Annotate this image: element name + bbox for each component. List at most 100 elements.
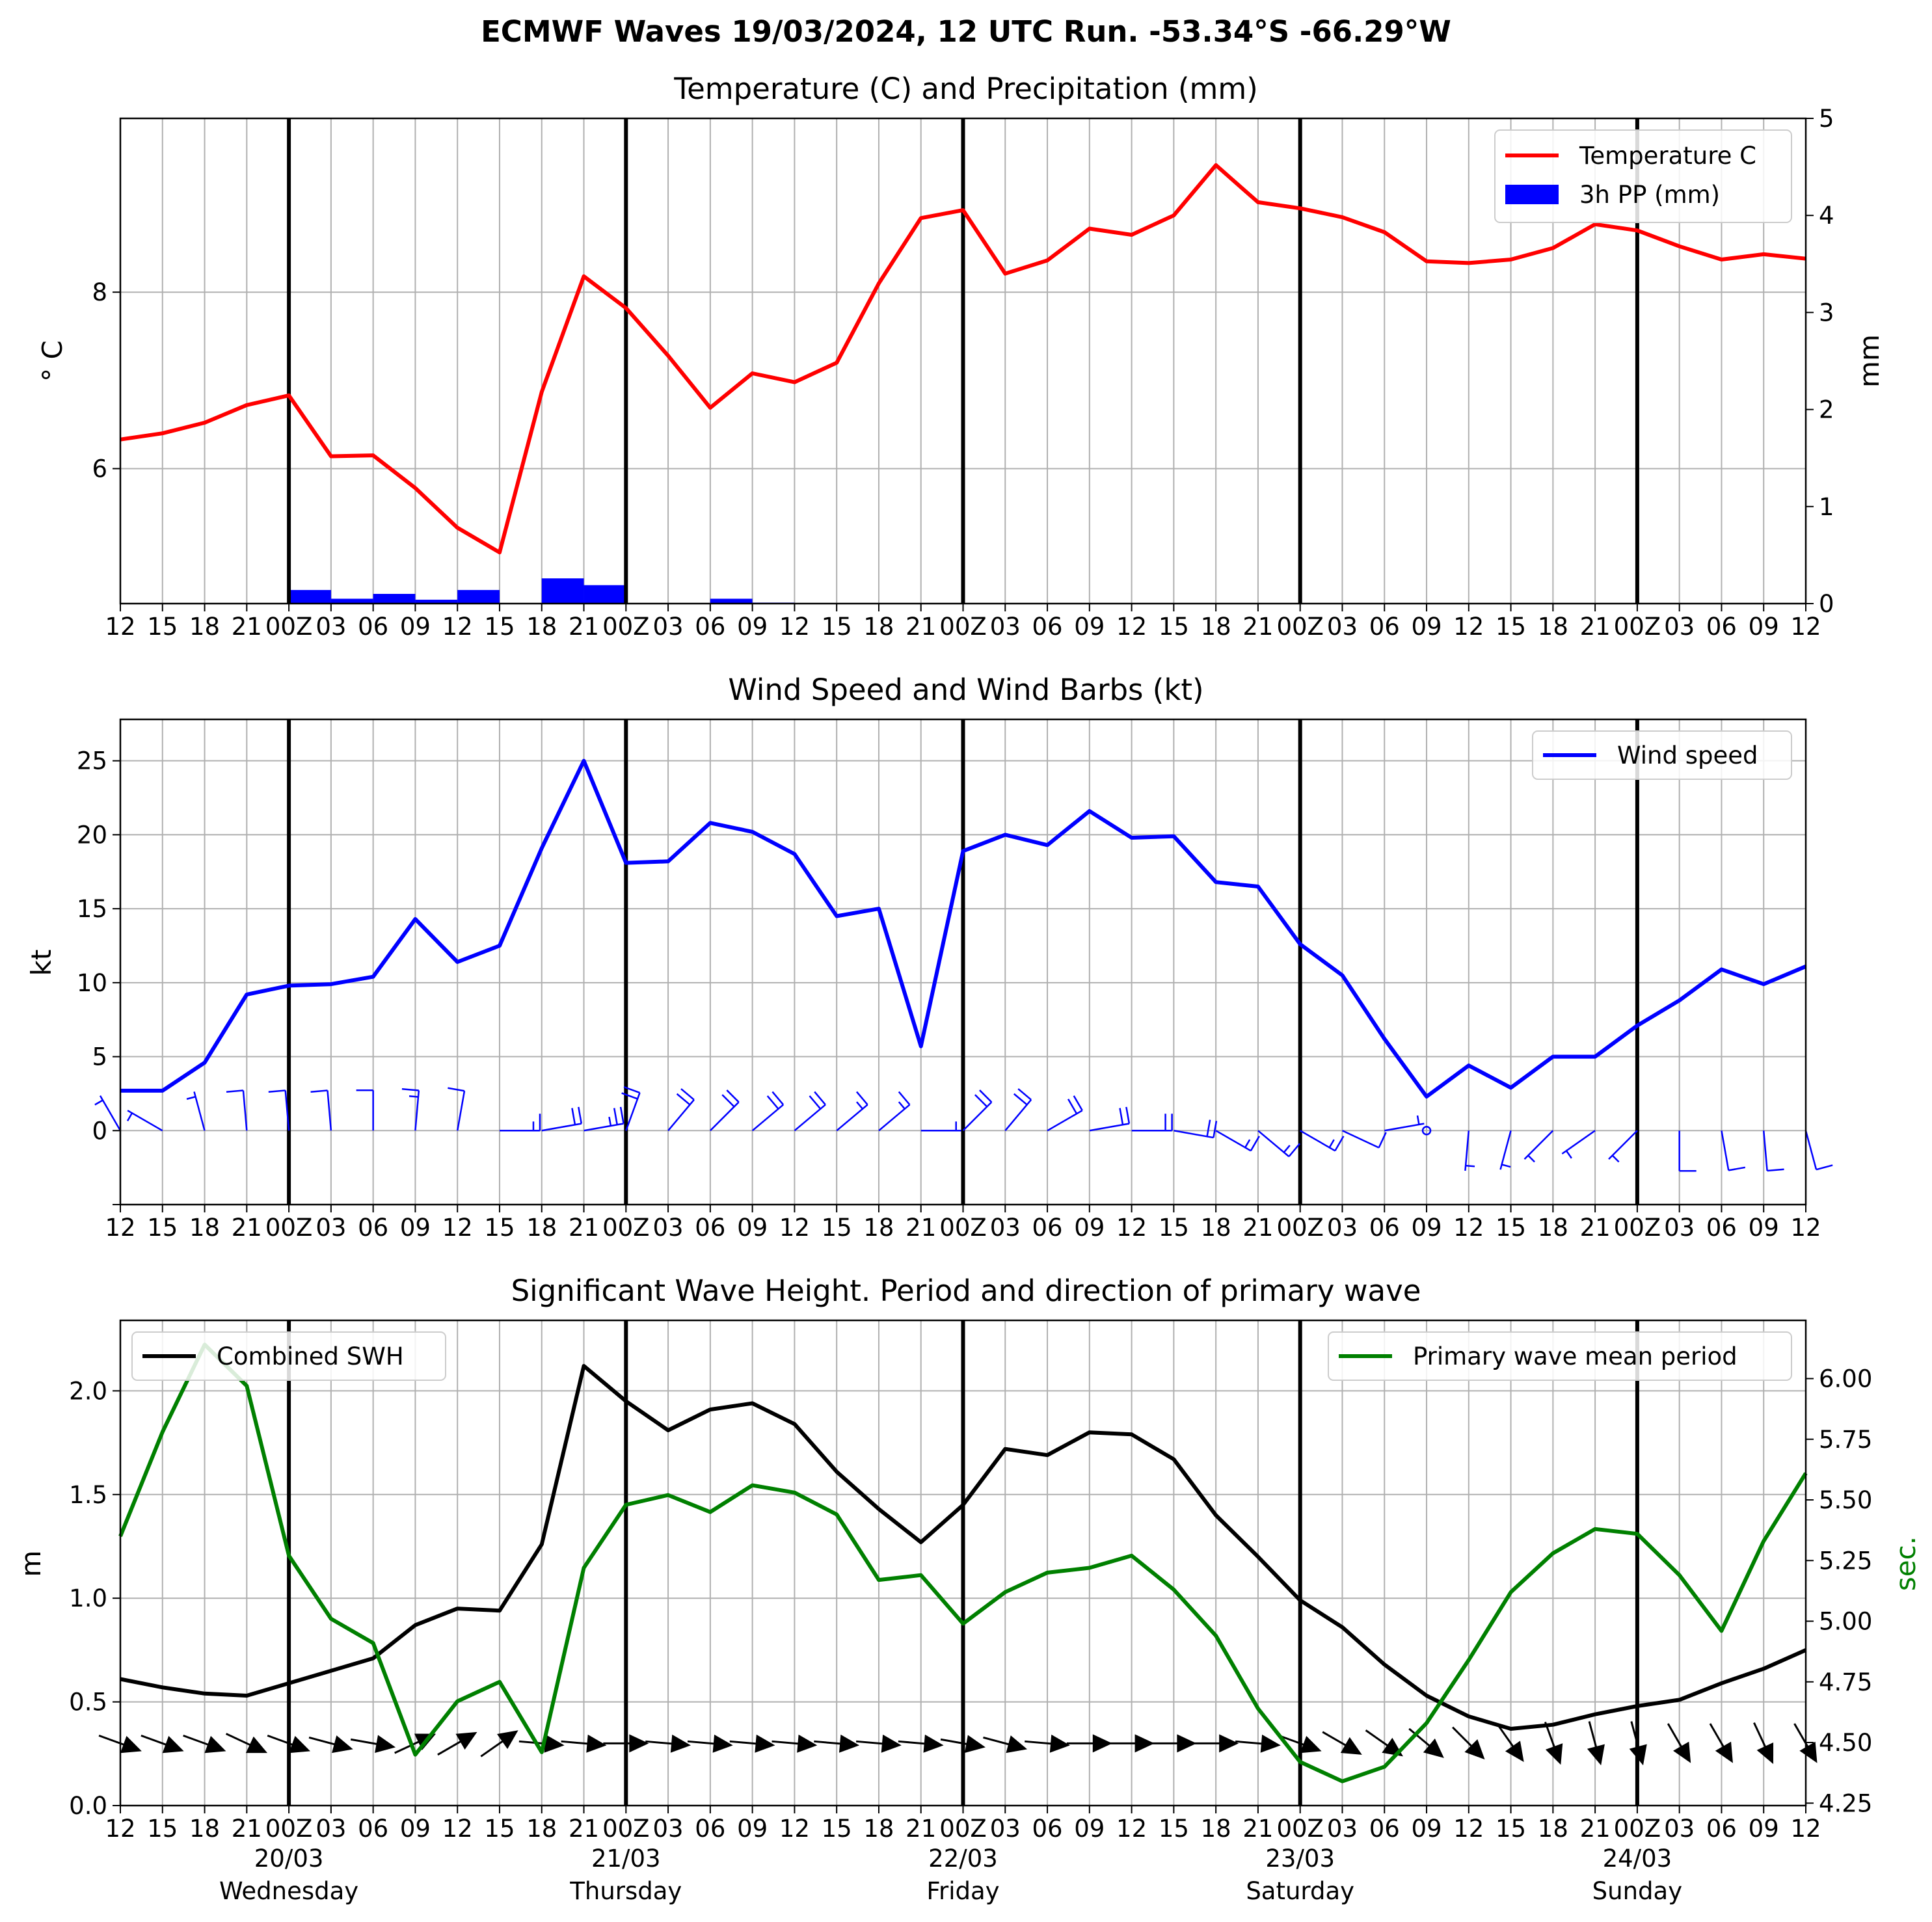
arrow-head (1177, 1734, 1197, 1753)
barb-half-feather (608, 1116, 612, 1127)
wind-axis-tick-label: 20 (77, 821, 107, 849)
legend-period-label: Primary wave mean period (1413, 1342, 1737, 1370)
wave-panel: 12 15 18 21 00Z 03 06 09 12 15 18 21 00Z 03 06 09 12 15 18… (15, 1274, 1922, 1905)
x-tick-label: 06 (1369, 1214, 1400, 1242)
wave-direction-arrow (437, 1731, 477, 1756)
wind-barb (126, 1110, 163, 1132)
x-tick-label: 06 (1369, 1815, 1400, 1843)
barb-staff (541, 1123, 582, 1132)
wind-barb (1608, 1130, 1638, 1163)
wave-direction-arrow (1629, 1721, 1647, 1766)
x-tick-label: 12 (779, 1815, 810, 1843)
x-tick-label: 06 (1706, 613, 1737, 641)
x-tick-label: 15 (1159, 1214, 1189, 1242)
barb-feather (1288, 1143, 1301, 1157)
arrow-head (204, 1735, 226, 1754)
wind-barb (667, 1088, 695, 1132)
x-tick-label: 00Z (265, 1815, 312, 1843)
arrow-head (881, 1734, 902, 1753)
arrow-head (1505, 1741, 1524, 1763)
precip-axis-tick-label: 5 (1819, 105, 1834, 133)
barb-feather (1767, 1168, 1784, 1172)
wind-barb (1805, 1130, 1833, 1171)
arrow-head (1134, 1734, 1155, 1753)
precip-axis-tick-label: 4 (1819, 202, 1834, 230)
wind-barb (962, 1089, 993, 1132)
barb-feather (1728, 1166, 1746, 1171)
barb-staff (1721, 1130, 1730, 1171)
arrow-head (1629, 1744, 1647, 1766)
arrow-head (964, 1735, 986, 1754)
wind-axis-tick-label: 25 (77, 747, 107, 775)
x-tick-label: 12 (105, 1815, 135, 1843)
panel-title: Significant Wave Height. Period and dire… (511, 1274, 1421, 1308)
barb-half-feather (1283, 1145, 1291, 1153)
precip-bar (330, 598, 373, 604)
legend-box (131, 1331, 446, 1381)
arrow-head (1587, 1744, 1605, 1766)
precip-bar (710, 598, 753, 604)
barb-staff (836, 1104, 868, 1132)
x-tick-label: 12 (442, 1815, 473, 1843)
x-tick-label: 00Z (1276, 1214, 1323, 1242)
day-date-label: 24/03 (1603, 1845, 1672, 1873)
wind-barb (1561, 1130, 1596, 1159)
wave-direction-arrow (1667, 1723, 1691, 1763)
wind-barb (1721, 1130, 1746, 1171)
x-tick-label: 03 (315, 1214, 346, 1242)
barb-staff (1089, 1123, 1130, 1132)
wave-direction-arrow (561, 1734, 607, 1753)
temperature-precip-panel: 12 15 18 21 00Z 03 06 09 12 15 18 21 00Z 03 06 09 12 15 18… (36, 72, 1885, 641)
arrow-head (1300, 1735, 1322, 1754)
day-weekday-label: Saturday (1246, 1877, 1354, 1905)
wind-panel: 12 15 18 21 00Z 03 06 09 12 15 18 21 00Z 03 06 09 12 15 18… (25, 673, 1833, 1242)
x-tick-label: 06 (1369, 613, 1400, 641)
barb-feather (680, 1088, 695, 1101)
barb-half-feather (1527, 1155, 1535, 1163)
x-tick-label: 03 (315, 1815, 346, 1843)
barb-feather (1378, 1132, 1387, 1149)
precip-bar (289, 590, 331, 604)
arrow-head (455, 1731, 477, 1750)
barb-staff (1215, 1130, 1252, 1152)
calm-circle (1421, 1126, 1432, 1136)
barb-staff (1004, 1099, 1032, 1132)
wind-barb (1215, 1130, 1260, 1152)
day-weekday-label: Sunday (1592, 1877, 1682, 1905)
barb-feather (1073, 1095, 1083, 1111)
barb-feather (1213, 1121, 1218, 1138)
period-axis-tick-label: 5.50 (1819, 1486, 1872, 1514)
precip-bar (584, 585, 626, 604)
x-tick-label: 09 (737, 613, 768, 641)
arrow-head (1219, 1734, 1239, 1753)
wind-axis-tick-label: 10 (77, 969, 107, 997)
x-tick-label: 21 (1580, 1214, 1611, 1242)
x-tick-label: 06 (695, 1815, 725, 1843)
wind-barb (94, 1095, 122, 1131)
x-tick-label: 06 (1032, 1214, 1063, 1242)
wave-direction-arrow (98, 1734, 142, 1754)
x-tick-label: 18 (189, 1815, 220, 1843)
barb-staff (1762, 1130, 1768, 1171)
x-tick-label: 09 (1074, 613, 1105, 641)
wave-direction-arrow (855, 1734, 902, 1753)
wind-barb (1678, 1130, 1697, 1172)
period-axis-tick-label: 5.75 (1819, 1426, 1872, 1454)
x-tick-label: 03 (990, 1214, 1021, 1242)
arrow-head (1340, 1737, 1362, 1755)
barb-staff (127, 1110, 163, 1132)
x-tick-label: 18 (1538, 1214, 1568, 1242)
precip-axis-tick-label: 2 (1819, 396, 1834, 424)
x-tick-label: 00Z (265, 613, 312, 641)
swh-line (120, 1364, 1807, 1731)
x-tick-label: 21 (232, 613, 262, 641)
period-axis-tick-label: 4.25 (1819, 1789, 1872, 1817)
barb-staff (1174, 1130, 1214, 1139)
x-tick-label: 15 (822, 1815, 852, 1843)
barb-feather (766, 1095, 779, 1110)
barb-feather (448, 1087, 465, 1092)
x-tick-label: 12 (105, 613, 135, 641)
x-tick-label: 15 (1496, 1214, 1526, 1242)
period-axis-tick-label: 6.00 (1819, 1365, 1872, 1393)
arrow-head (1092, 1734, 1112, 1753)
